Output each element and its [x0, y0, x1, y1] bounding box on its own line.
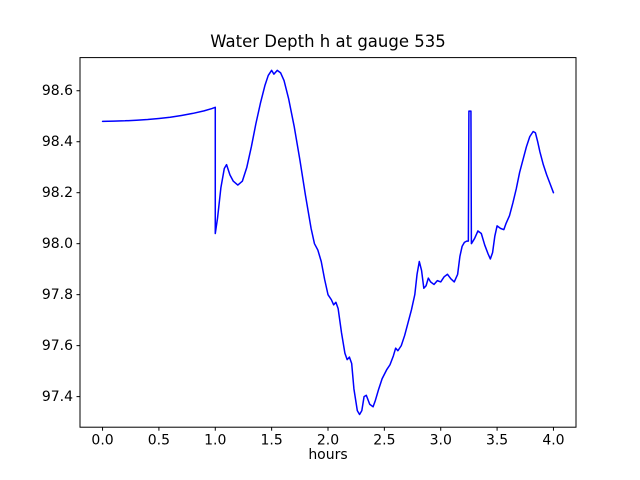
- y-tick-label: 97.6: [42, 338, 73, 354]
- y-tick-label: 98.0: [42, 236, 73, 252]
- y-tick-label: 98.6: [42, 83, 73, 99]
- y-tick-label: 98.2: [42, 185, 73, 201]
- plot-border: [79, 57, 577, 428]
- y-tick-label: 98.4: [42, 134, 73, 150]
- x-tick-label: 3.5: [486, 433, 508, 449]
- x-tick-label: 1.5: [261, 433, 283, 449]
- x-tick-label: 2.5: [373, 433, 395, 449]
- x-tick-label: 3.0: [430, 433, 452, 449]
- data-line: [101, 69, 555, 416]
- x-tick-label: 2.0: [317, 433, 339, 449]
- x-tick-label: 0.5: [148, 433, 170, 449]
- chart-title: Water Depth h at gauge 535: [210, 32, 445, 51]
- x-tick-label: 1.0: [204, 433, 226, 449]
- plot-content: 0.0 0.5 1.0 1.5 2.0 2.5 3.0 3.5 4.0 97.4 97.6 97.8 9…: [42, 57, 577, 449]
- y-tick-label: 97.4: [42, 389, 73, 405]
- x-tick-label: 0.0: [91, 433, 113, 449]
- x-axis-label: hours: [308, 447, 347, 463]
- y-tick-label: 97.8: [42, 287, 73, 303]
- x-tick-label: 4.0: [542, 433, 564, 449]
